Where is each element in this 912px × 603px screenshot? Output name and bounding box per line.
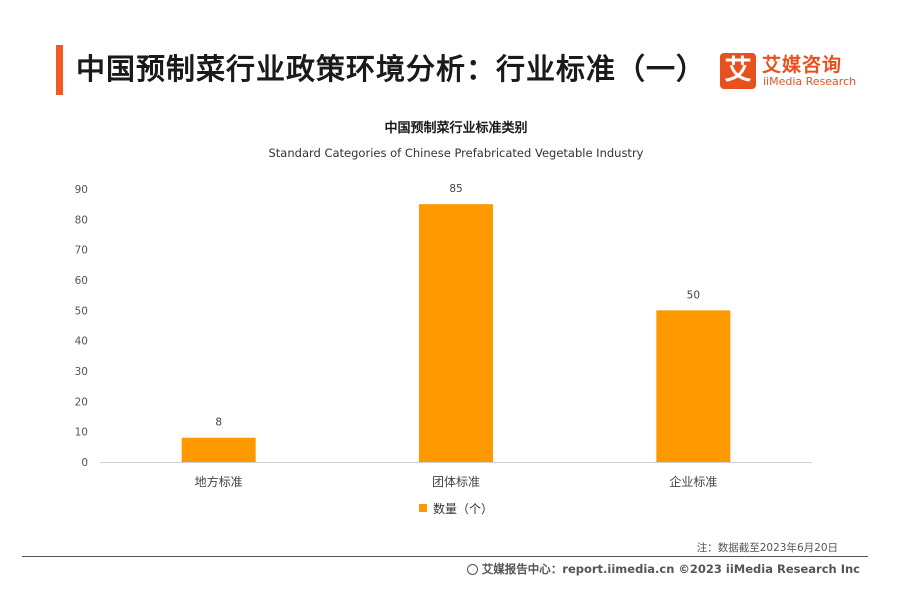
x-tick-label: 地方标准 [195,474,243,489]
page-title: 中国预制菜行业政策环境分析：行业标准（一） [76,52,707,86]
bar-chart: 0 10 20 30 40 50 60 70 80 90 8 地方标准 85 团体标准 50 企业标准 [75,183,812,489]
data-label: 8 [215,417,222,429]
footer-divider [22,556,868,557]
y-tick-label: 20 [75,396,88,408]
y-tick-label: 50 [75,305,88,317]
y-tick-label: 30 [75,366,88,378]
iimedia-logo: 艾 艾媒咨询 iiMedia Research [720,51,862,91]
data-label: 85 [449,183,462,195]
chart-title: 中国预制菜行业标准类别 [384,121,528,136]
y-tick-label: 70 [75,245,88,257]
logo-mark-icon: 艾 [720,53,756,89]
bar [181,437,256,462]
y-tick-label: 60 [75,275,88,287]
legend-label: 数量（个） [432,502,493,516]
title-accent-bar [56,45,63,95]
x-tick-label: 团体标准 [432,475,480,489]
data-label: 50 [687,289,700,301]
bar [419,204,493,462]
x-tick-label: 企业标准 [669,474,717,489]
chart-legend: 数量（个） [0,500,912,517]
logo-name-cn: 艾媒咨询 [762,54,843,76]
data-note: 注：数据截至2023年6月20日 [696,542,838,554]
y-tick-label: 90 [75,184,88,196]
y-tick-label: 80 [75,214,88,226]
y-tick-label: 10 [75,427,88,439]
y-tick-label: 40 [75,336,88,348]
footer-text: 艾媒报告中心：report.iimedia.cn ©2023 iiMedia R… [481,562,860,576]
footer: 艾媒报告中心：report.iimedia.cn ©2023 iiMedia R… [466,561,860,577]
legend-swatch [418,504,427,512]
globe-icon [466,564,478,575]
bar [656,310,731,462]
chart-subtitle: Standard Categories of Chinese Prefabric… [268,146,644,160]
logo-name-en: iiMedia Research [763,75,857,88]
y-tick-label: 0 [81,457,88,469]
